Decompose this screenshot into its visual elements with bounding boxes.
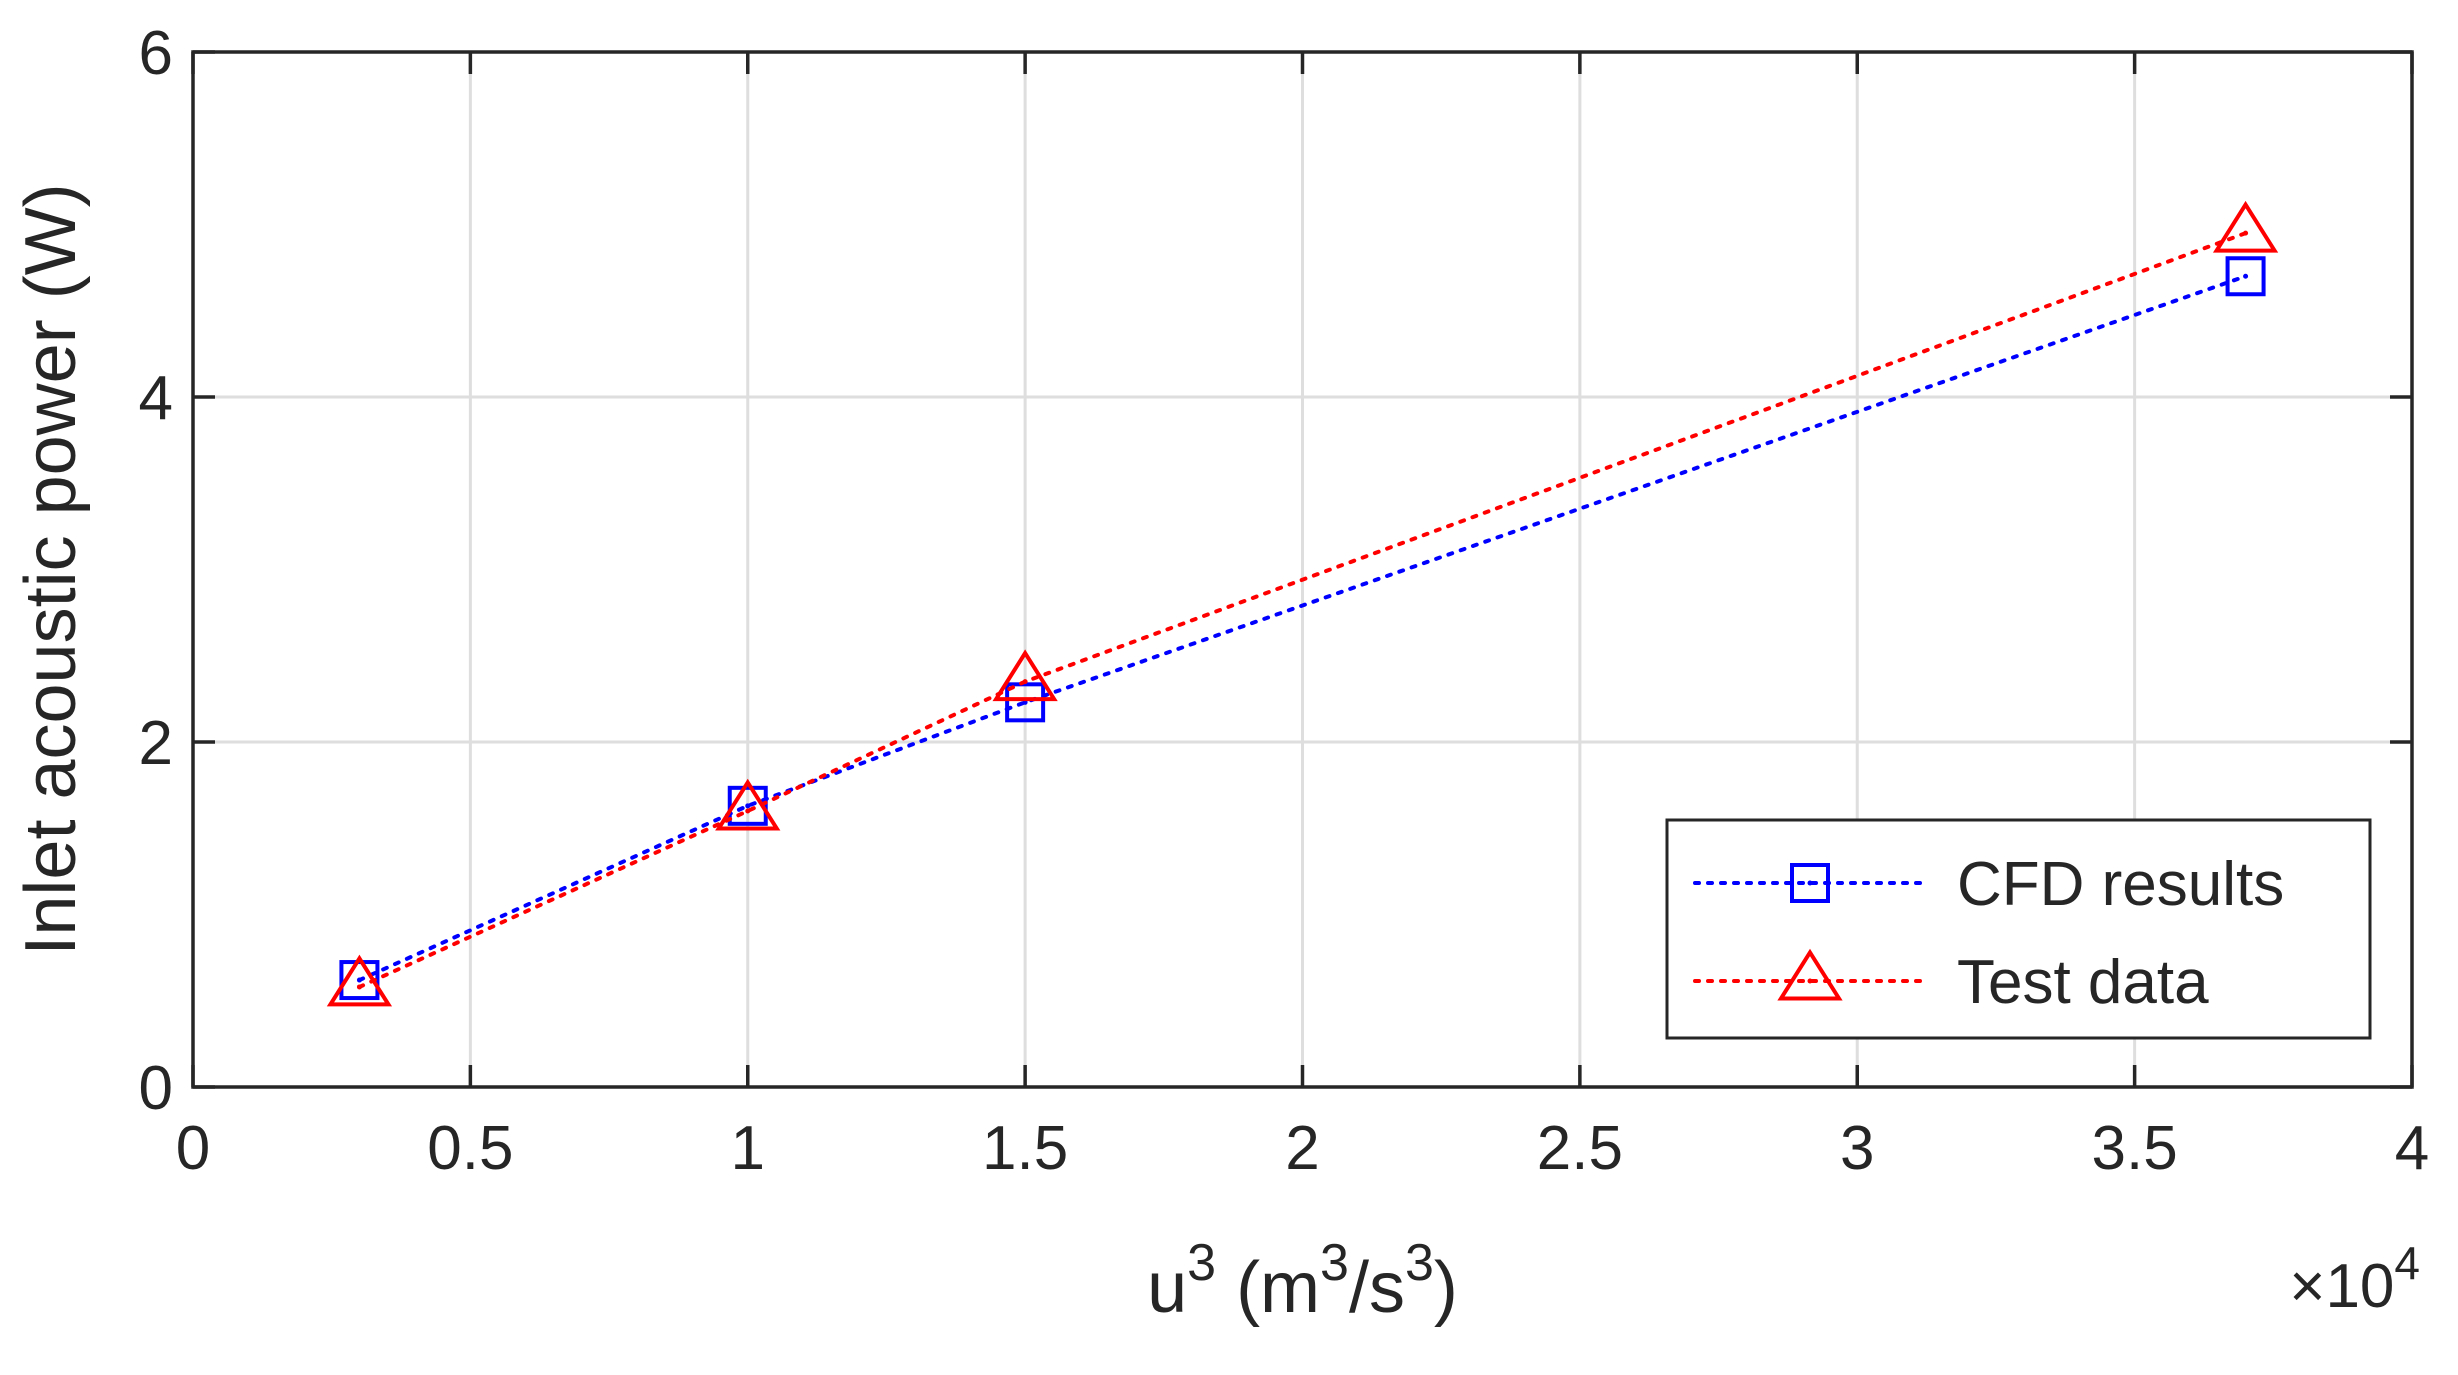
y-tick-label: 0 bbox=[139, 1054, 173, 1123]
data-point-marker bbox=[727, 785, 768, 826]
data-point-marker-center-dot bbox=[745, 808, 751, 814]
x-exponent-times: × bbox=[2289, 1252, 2325, 1321]
series-test-data bbox=[326, 200, 2279, 1007]
data-point-marker bbox=[2212, 200, 2279, 253]
legend: CFD results Test data bbox=[1665, 818, 2372, 1040]
axes-layer bbox=[191, 50, 2414, 1089]
data-point-marker bbox=[715, 778, 781, 831]
data-point-marker-center-dot bbox=[356, 984, 362, 990]
series-layer bbox=[326, 200, 2279, 1007]
legend-label: Test data bbox=[1957, 948, 2209, 1017]
x-exponent-power: 4 bbox=[2394, 1237, 2420, 1289]
x-axis-label: u3 (m3/s3) bbox=[1147, 1234, 1458, 1328]
x-axis-label-part: ) bbox=[1434, 1248, 1458, 1328]
legend-entry: Test data bbox=[1693, 948, 2209, 1017]
x-tick-label: 1 bbox=[731, 1114, 765, 1183]
data-point-marker-center-dot bbox=[745, 803, 751, 809]
x-tick-label: 1.5 bbox=[982, 1114, 1068, 1183]
series-line bbox=[357, 231, 2248, 989]
x-axis-label-part: u bbox=[1147, 1248, 1187, 1328]
data-point-marker-center-dot bbox=[356, 977, 362, 983]
x-exponent-label: ×104 bbox=[2289, 1237, 2420, 1321]
data-point-marker bbox=[992, 649, 1058, 702]
x-axis-label-sup: 3 bbox=[1320, 1234, 1349, 1292]
legend-marker-center-dot bbox=[1807, 978, 1813, 984]
series-line bbox=[357, 274, 2248, 983]
x-axis-label-sup: 3 bbox=[1187, 1234, 1216, 1292]
y-tick-label: 2 bbox=[139, 709, 173, 778]
x-tick-label: 2 bbox=[1285, 1114, 1319, 1183]
legend-label: CFD results bbox=[1957, 850, 2284, 919]
legend-entry: CFD results bbox=[1693, 850, 2284, 919]
data-point-marker bbox=[1005, 682, 1046, 723]
legend-marker-center-dot bbox=[1807, 880, 1813, 886]
x-axis-label-part: /s bbox=[1349, 1248, 1405, 1328]
data-point-marker bbox=[326, 954, 393, 1007]
data-point-marker-center-dot bbox=[1022, 679, 1028, 685]
x-axis-label-part: (m bbox=[1216, 1248, 1320, 1328]
y-tick-label: 6 bbox=[139, 19, 173, 88]
x-tick-label: 3 bbox=[1840, 1114, 1874, 1183]
x-axis-label-sup: 3 bbox=[1405, 1234, 1434, 1292]
grid-layer bbox=[193, 52, 2412, 1087]
x-tick-label: 0.5 bbox=[427, 1114, 513, 1183]
x-tick-label: 4 bbox=[2395, 1114, 2429, 1183]
legend-marker bbox=[1790, 863, 1830, 903]
data-point-marker-center-dot bbox=[2243, 273, 2249, 279]
data-point-marker bbox=[2225, 256, 2266, 297]
x-tick-label: 2.5 bbox=[1537, 1114, 1623, 1183]
y-tick-label: 4 bbox=[139, 364, 173, 433]
x-exponent-base: 10 bbox=[2325, 1252, 2394, 1321]
legend-marker bbox=[1777, 948, 1843, 1001]
x-tick-label: 0 bbox=[176, 1114, 210, 1183]
y-axis-label: Inlet acoustic power (W) bbox=[11, 183, 91, 955]
data-point-marker-center-dot bbox=[2243, 230, 2249, 236]
legend-box bbox=[1665, 818, 2372, 1040]
x-tick-label: 3.5 bbox=[2092, 1114, 2178, 1183]
